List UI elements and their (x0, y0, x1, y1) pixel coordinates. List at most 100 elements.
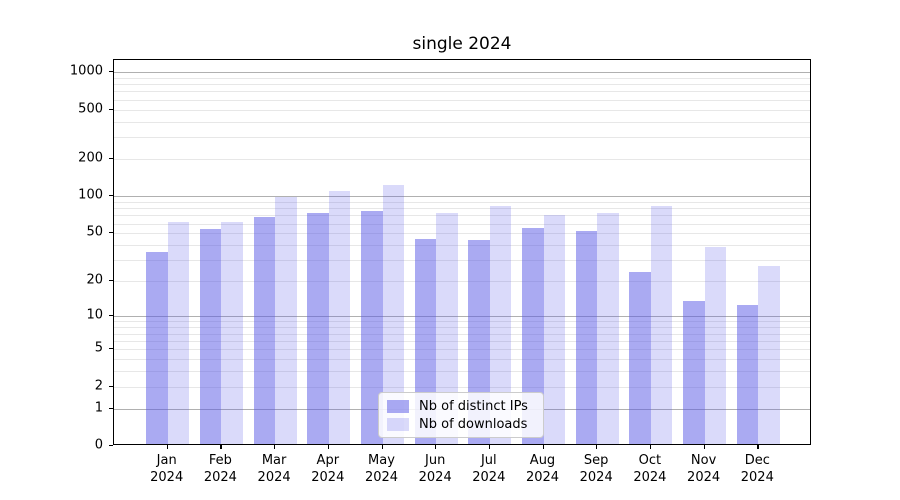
bar-nb-of-distinct-ips-oct-2024 (629, 272, 651, 444)
y-tick-label: 100 (78, 187, 103, 203)
legend-item-downloads: Nb of downloads (387, 417, 535, 432)
major-gridline (114, 72, 810, 74)
bar-nb-of-downloads-jun-2024 (436, 213, 458, 444)
x-tick-mark (327, 445, 330, 449)
y-tick-label: 2 (94, 378, 103, 393)
bar-nb-of-downloads-nov-2024 (704, 247, 727, 444)
x-tick-label: Jan 2024 (150, 453, 184, 485)
minor-gridline (114, 159, 810, 160)
x-tick-mark (220, 445, 222, 449)
bar-nb-of-downloads-apr-2024 (328, 191, 351, 444)
minor-gridline (114, 91, 810, 93)
minor-gridline (114, 349, 810, 350)
bar-nb-of-distinct-ips-mar-2024 (253, 217, 276, 444)
minor-gridline (114, 201, 810, 203)
bar-nb-of-distinct-ips-dec-2024 (736, 305, 759, 444)
y-tick-mark (109, 348, 113, 350)
y-tick-label: 0 (94, 437, 103, 453)
y-tick-label: 1000 (69, 63, 103, 79)
bar-nb-of-downloads-oct-2024 (650, 206, 673, 444)
y-tick-label: 20 (86, 272, 103, 288)
bar-nb-of-downloads-aug-2024 (543, 214, 565, 444)
y-tick-label: 500 (78, 101, 103, 116)
major-gridline (114, 196, 810, 198)
x-tick-label: Dec 2024 (740, 453, 774, 485)
legend-swatch-downloads (387, 417, 409, 431)
chart-title: single 2024 (412, 34, 512, 54)
y-tick-mark (109, 280, 113, 282)
minor-gridline (114, 386, 810, 388)
x-tick-mark (381, 445, 383, 449)
x-tick-label: Oct 2024 (633, 453, 667, 485)
legend: Nb of distinct IPs Nb of downloads (378, 392, 544, 438)
y-tick-mark (109, 158, 113, 160)
bar-nb-of-distinct-ips-aug-2024 (522, 228, 544, 444)
minor-gridline (114, 121, 810, 123)
minor-gridline (114, 208, 810, 210)
bar-nb-of-distinct-ips-apr-2024 (307, 213, 329, 444)
minor-gridline (114, 333, 810, 335)
minor-gridline (114, 84, 810, 86)
minor-gridline (114, 281, 810, 283)
minor-gridline (114, 99, 810, 101)
y-tick-mark (109, 385, 113, 387)
x-tick-mark (274, 445, 276, 449)
x-tick-mark (542, 445, 544, 449)
bar-nb-of-downloads-may-2024 (382, 185, 404, 444)
bar-nb-of-downloads-dec-2024 (758, 265, 780, 444)
minor-gridline (114, 358, 810, 360)
x-tick-label: Jun 2024 (418, 453, 452, 485)
minor-gridline (114, 215, 810, 217)
legend-item-distinct-ips: Nb of distinct IPs (387, 399, 535, 414)
minor-gridline (114, 321, 810, 323)
x-tick-mark (435, 445, 437, 449)
plot-area (113, 59, 811, 445)
x-tick-label: Mar 2024 (257, 453, 291, 485)
minor-gridline (114, 245, 810, 246)
y-tick-mark (109, 315, 113, 317)
y-tick-mark (109, 108, 113, 110)
x-axis: Jan 2024 Feb 2024 Mar 2024 Apr 2024 May 2024… (113, 445, 811, 500)
bar-nb-of-distinct-ips-may-2024 (361, 211, 383, 444)
y-axis: 0 1 2 5 10 20 50 100 200 500 1000 (0, 59, 113, 453)
bar-nb-of-distinct-ips-nov-2024 (683, 301, 705, 444)
y-tick-label: 200 (78, 150, 103, 166)
bar-nb-of-downloads-sep-2024 (597, 213, 619, 444)
bar-nb-of-distinct-ips-sep-2024 (575, 231, 598, 444)
y-tick-mark (109, 445, 113, 447)
minor-gridline (114, 77, 810, 79)
legend-label-downloads: Nb of downloads (419, 416, 528, 432)
bar-nb-of-downloads-mar-2024 (275, 197, 297, 444)
minor-gridline (114, 109, 810, 111)
x-tick-mark (596, 445, 598, 449)
bar-nb-of-downloads-jul-2024 (489, 206, 512, 444)
x-tick-mark (703, 445, 705, 449)
y-tick-label: 50 (86, 224, 103, 240)
x-tick-mark (488, 445, 491, 449)
minor-gridline (114, 371, 810, 372)
x-tick-mark (649, 445, 652, 449)
minor-gridline (114, 137, 810, 139)
y-tick-mark (109, 407, 113, 409)
x-tick-label: Apr 2024 (311, 453, 345, 485)
x-tick-label: Sep 2024 (579, 453, 613, 485)
legend-swatch-distinct-ips (387, 399, 409, 413)
x-tick-label: Jul 2024 (472, 453, 506, 485)
bar-nb-of-downloads-jan-2024 (167, 221, 190, 444)
y-tick-label: 5 (94, 340, 103, 356)
minor-gridline (114, 223, 810, 225)
bar-nb-of-distinct-ips-feb-2024 (199, 229, 222, 444)
y-tick-mark (109, 232, 113, 234)
y-tick-mark (109, 195, 113, 197)
minor-gridline (114, 340, 810, 342)
minor-gridline (114, 260, 810, 262)
bar-nb-of-downloads-feb-2024 (221, 221, 243, 444)
major-gridline (114, 316, 810, 318)
bar-nb-of-distinct-ips-jan-2024 (146, 251, 168, 444)
x-tick-mark (166, 445, 168, 449)
y-tick-label: 10 (86, 307, 103, 323)
x-tick-label: Feb 2024 (203, 453, 237, 485)
x-tick-label: Aug 2024 (525, 453, 560, 485)
legend-label-distinct-ips: Nb of distinct IPs (419, 398, 528, 414)
